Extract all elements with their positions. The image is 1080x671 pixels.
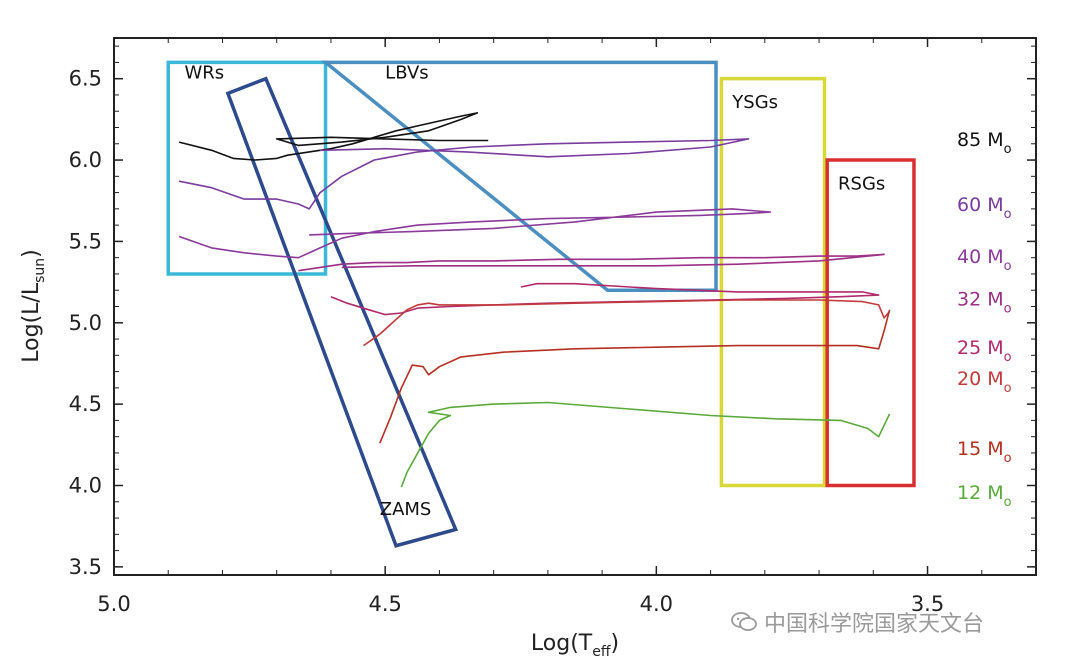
y-tick-label: 4.0 bbox=[69, 474, 102, 498]
x-tick-label: 4.0 bbox=[640, 592, 673, 616]
plot-frame bbox=[113, 37, 1037, 576]
region-label-zams: ZAMS bbox=[380, 499, 432, 520]
axis-ticks: 5.0 4.5 4.0 3.5 3.5 4.0 4.5 5.0 5.5 6.0 6.5 bbox=[69, 38, 1037, 616]
x-tick-label: 3.5 bbox=[911, 592, 944, 616]
region-label-rsgs: RSGs bbox=[838, 173, 885, 194]
track-40m bbox=[178, 208, 771, 259]
evolution-tracks bbox=[178, 112, 891, 488]
region-label-lbvs: LBVs bbox=[385, 63, 429, 84]
mass-subscript: o bbox=[1004, 142, 1012, 157]
track-32m bbox=[298, 253, 885, 272]
mass-value: 20 M bbox=[957, 368, 1004, 390]
track-15m bbox=[379, 309, 891, 444]
watermark-text: 中国科学院国家天文台 bbox=[764, 612, 985, 637]
mass-value: 12 M bbox=[957, 482, 1004, 504]
mass-label: 25 Mo bbox=[957, 337, 1012, 365]
mass-value: 32 M bbox=[957, 288, 1004, 310]
mass-value: 60 M bbox=[957, 194, 1004, 216]
mass-value: 15 M bbox=[957, 438, 1004, 460]
mass-label: 40 Mo bbox=[957, 246, 1012, 274]
track-12m bbox=[400, 401, 891, 488]
y-tick-label: 5.0 bbox=[69, 311, 102, 335]
region-rsgs-box bbox=[825, 158, 916, 488]
track-60m bbox=[178, 138, 750, 210]
mass-label: 60 Mo bbox=[957, 194, 1012, 222]
mass-label: 85 Mo bbox=[957, 129, 1012, 157]
y-tick-label: 6.0 bbox=[69, 148, 102, 172]
y-axis-title: Log(L/Lsun) bbox=[19, 249, 48, 362]
region-labels: WRs LBVs YSGs RSGs ZAMS bbox=[185, 63, 886, 520]
mass-subscript: o bbox=[1004, 451, 1012, 466]
mass-value: 25 M bbox=[957, 337, 1004, 359]
mass-label: 15 Mo bbox=[957, 438, 1012, 466]
mass-subscript: o bbox=[1004, 350, 1012, 365]
mass-value: 40 M bbox=[957, 246, 1004, 268]
mass-label: 20 Mo bbox=[957, 368, 1012, 396]
watermark: 中国科学院国家天文台 bbox=[730, 606, 984, 638]
region-zams-box bbox=[225, 76, 459, 548]
region-label-wrs: WRs bbox=[185, 63, 225, 84]
y-tick-label: 5.5 bbox=[69, 229, 102, 253]
mass-label: 32 Mo bbox=[957, 288, 1012, 316]
x-axis-title: Log(Teff) bbox=[531, 631, 619, 660]
region-label-ysgs: YSGs bbox=[731, 92, 778, 113]
wechat-icon bbox=[731, 612, 757, 631]
mass-value: 85 M bbox=[957, 129, 1004, 151]
region-lbvs-box bbox=[320, 60, 718, 292]
mass-subscript: o bbox=[1004, 259, 1012, 274]
y-tick-label: 4.5 bbox=[69, 392, 102, 416]
track-85m bbox=[178, 112, 489, 161]
mass-subscript: o bbox=[1004, 495, 1012, 510]
mass-label: 12 Mo bbox=[957, 482, 1012, 510]
y-tick-label: 3.5 bbox=[69, 555, 102, 579]
track-20m bbox=[363, 299, 891, 347]
mass-subscript: o bbox=[1004, 207, 1012, 222]
x-tick-label: 5.0 bbox=[97, 592, 130, 616]
mass-subscript: o bbox=[1004, 301, 1012, 316]
region-ysgs-box bbox=[719, 76, 827, 488]
y-tick-label: 6.5 bbox=[69, 67, 102, 91]
mass-subscript: o bbox=[1004, 381, 1012, 396]
x-tick-label: 4.5 bbox=[368, 592, 401, 616]
